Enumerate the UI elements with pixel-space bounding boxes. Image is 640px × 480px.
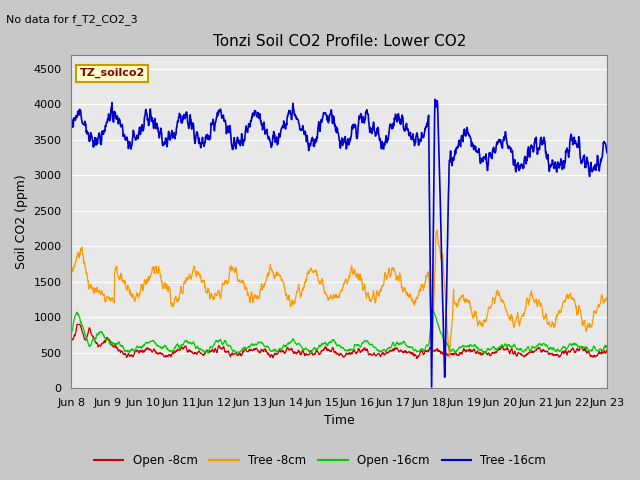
Line: Tree -16cm: Tree -16cm [72, 99, 607, 387]
Open -16cm [429, 305, 436, 311]
Text: No data for f_T2_CO2_3: No data for f_T2_CO2_3 [6, 14, 138, 25]
Open -8cm [413, 356, 420, 361]
Line: Open -16cm: Open -16cm [72, 308, 607, 353]
Open -16cm [247, 342, 255, 348]
Tree -16cm [493, 140, 501, 145]
Tree -8cm [433, 228, 441, 233]
Text: TZ_soilco2: TZ_soilco2 [79, 68, 145, 79]
Legend: Open -8cm, Tree -8cm, Open -16cm, Tree -16cm: Open -8cm, Tree -8cm, Open -16cm, Tree -… [89, 449, 551, 472]
Open -16cm [604, 345, 611, 350]
Open -8cm [187, 348, 195, 354]
X-axis label: Time: Time [324, 414, 355, 427]
Tree -16cm [428, 384, 435, 390]
Tree -8cm [445, 355, 453, 360]
Line: Tree -8cm: Tree -8cm [72, 230, 607, 358]
Tree -16cm [187, 117, 195, 123]
Tree -16cm [604, 147, 611, 153]
Tree -16cm [431, 96, 439, 102]
Tree -16cm [541, 137, 548, 143]
Open -16cm [423, 342, 431, 348]
Open -16cm [68, 330, 76, 336]
Open -8cm [68, 336, 76, 342]
Tree -8cm [68, 269, 76, 275]
Tree -8cm [493, 288, 501, 293]
Line: Open -8cm: Open -8cm [72, 324, 607, 359]
Tree -8cm [187, 276, 195, 281]
Open -16cm [173, 341, 181, 347]
Tree -16cm [422, 124, 430, 130]
Open -8cm [493, 348, 501, 354]
Tree -8cm [541, 314, 548, 320]
Open -16cm [493, 346, 501, 351]
Title: Tonzi Soil CO2 Profile: Lower CO2: Tonzi Soil CO2 Profile: Lower CO2 [212, 34, 466, 49]
Tree -8cm [173, 298, 181, 303]
Y-axis label: Soil CO2 (ppm): Soil CO2 (ppm) [15, 174, 28, 269]
Open -16cm [307, 350, 314, 356]
Tree -16cm [68, 116, 76, 122]
Open -8cm [604, 347, 611, 352]
Open -16cm [541, 341, 548, 347]
Tree -8cm [422, 275, 430, 280]
Open -8cm [247, 347, 255, 353]
Open -8cm [74, 322, 81, 327]
Tree -16cm [247, 118, 255, 124]
Open -8cm [423, 349, 431, 355]
Open -8cm [541, 348, 548, 353]
Tree -8cm [604, 295, 611, 300]
Tree -16cm [173, 119, 181, 124]
Open -8cm [174, 347, 182, 352]
Open -16cm [187, 339, 195, 345]
Tree -8cm [247, 296, 255, 301]
